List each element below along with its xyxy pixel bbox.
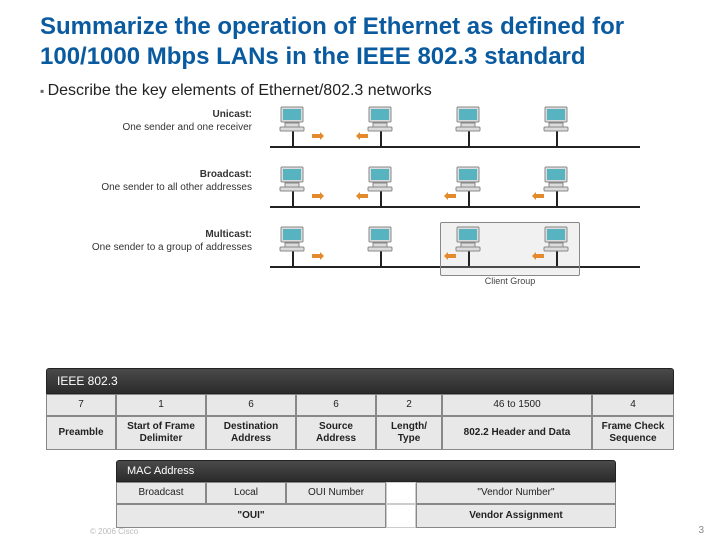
drop-line [292,250,294,266]
ieee-bytes-row: 7166246 to 15004 [46,394,674,416]
arrow-icon [532,192,542,206]
ieee-bytes-cell: 6 [206,394,296,416]
computer-icon [454,166,482,192]
bus-wrap: Client Group [270,228,640,282]
mac-top-cell [386,482,416,504]
ieee-bytes-cell: 1 [116,394,206,416]
computer-icon [366,106,394,132]
computer-icon [454,226,482,252]
computer-icon [366,166,394,192]
ieee-bytes-cell: 7 [46,394,116,416]
mac-bottom-row: "OUI" Vendor Assignment [116,504,616,528]
drop-line [380,190,382,206]
network-row: Broadcast:One sender to all other addres… [80,168,640,222]
mac-top-cell: Broadcast [116,482,206,504]
arrow-icon [444,252,454,266]
mac-top-cell: "Vendor Number" [416,482,616,504]
bus-wrap [270,108,640,162]
mac-top-cell: OUI Number [286,482,386,504]
ieee-bytes-cell: 46 to 1500 [442,394,592,416]
computer-icon [278,226,306,252]
computer-icon [454,106,482,132]
slide-title: Summarize the operation of Ethernet as d… [0,0,720,78]
network-diagram: Unicast:One sender and one receiver Broa… [80,108,640,282]
bullet-item: Describe the key elements of Ethernet/80… [0,78,720,104]
arrow-icon [356,192,366,206]
drop-line [556,190,558,206]
network-row: Unicast:One sender and one receiver [80,108,640,162]
page-number: 3 [698,525,704,536]
mac-vendor-cell: Vendor Assignment [416,504,616,528]
ieee-bytes-cell: 2 [376,394,442,416]
arrow-icon [312,192,322,206]
drop-line [556,130,558,146]
computer-icon [278,166,306,192]
copyright-text: © 2006 Cisco [90,527,138,536]
ieee-label-cell: Source Address [296,416,376,450]
drop-line [380,130,382,146]
computer-icon [542,106,570,132]
arrow-icon [356,132,366,146]
ieee-label-cell: Destination Address [206,416,296,450]
computer-icon [366,226,394,252]
mac-oui-cell: "OUI" [116,504,386,528]
arrow-icon [312,132,322,146]
drop-line [292,130,294,146]
drop-line [468,130,470,146]
ieee-table-header: IEEE 802.3 [46,368,674,394]
mac-top-cell: Local [206,482,286,504]
mac-table-header: MAC Address [116,460,616,482]
drop-line [380,250,382,266]
ieee-frame-table: IEEE 802.3 7166246 to 15004 PreambleStar… [46,368,674,450]
drop-line [556,250,558,266]
ieee-bytes-cell: 4 [592,394,674,416]
mac-gap-cell [386,504,416,528]
arrow-icon [444,192,454,206]
bus-line [270,206,640,208]
ieee-bytes-cell: 6 [296,394,376,416]
mac-top-row: BroadcastLocalOUI Number "Vendor Number" [116,482,616,504]
ieee-label-cell: Preamble [46,416,116,450]
client-group-label: Client Group [440,276,580,286]
ieee-labels-row: PreambleStart of Frame DelimiterDestinat… [46,416,674,450]
drop-line [468,190,470,206]
ieee-label-cell: Frame Check Sequence [592,416,674,450]
ieee-label-cell: 802.2 Header and Data [442,416,592,450]
computer-icon [278,106,306,132]
ieee-label-cell: Start of Frame Delimiter [116,416,206,450]
arrow-icon [312,252,322,266]
mac-address-table: MAC Address BroadcastLocalOUI Number "Ven… [116,460,616,528]
bus-line [270,146,640,148]
drop-line [292,190,294,206]
network-row-label: Broadcast:One sender to all other addres… [80,168,270,194]
bus-wrap [270,168,640,222]
network-row: Multicast:One sender to a group of addre… [80,228,640,282]
computer-icon [542,226,570,252]
drop-line [468,250,470,266]
ieee-label-cell: Length/ Type [376,416,442,450]
network-row-label: Multicast:One sender to a group of addre… [80,228,270,254]
arrow-icon [532,252,542,266]
network-row-label: Unicast:One sender and one receiver [80,108,270,134]
computer-icon [542,166,570,192]
